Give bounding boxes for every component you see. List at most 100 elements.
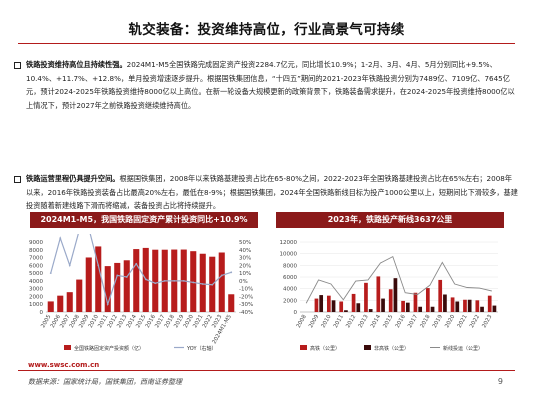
bar-non-high-speed: [467, 299, 472, 312]
bullet-lead: 铁路投资维持高位且持续性强。: [26, 60, 127, 69]
bar-non-high-speed: [393, 278, 398, 312]
y-right-tick-label: -10%: [239, 287, 253, 293]
x-tick-label: 2019: [432, 314, 444, 330]
x-tick-label: 2018: [419, 314, 431, 330]
y-tick-label: 2000: [283, 298, 297, 304]
yoy-point: [97, 264, 100, 267]
bar-high-speed: [351, 293, 356, 312]
x-tick-label: 2008: [296, 314, 308, 330]
legend-label-total: 新线投运（公里）: [443, 345, 483, 352]
x-tick-label: 2013: [358, 314, 370, 330]
bar-investment: [95, 246, 102, 312]
bar-investment: [199, 253, 206, 312]
x-tick-label: 2010: [320, 314, 332, 330]
investment-chart: 0100020003000400050006000700080009000-40…: [29, 234, 253, 352]
bar-high-speed: [388, 289, 393, 312]
yoy-point: [116, 274, 119, 277]
bar-non-high-speed: [344, 310, 348, 312]
source-note: 数据来源：国家统计局，国铁集团，西南证券整理: [28, 378, 182, 386]
bar-investment: [85, 257, 92, 312]
bar-high-speed: [425, 288, 430, 312]
legend-swatch-high-speed: [300, 345, 307, 350]
y-tick-label: 8000: [283, 263, 297, 269]
legend-label-investment: 全国铁路固定资产投资额（亿）: [74, 345, 144, 352]
x-tick-label: 2017: [407, 314, 419, 330]
chart-right-header: 2023年，铁路投产新线3637公里: [276, 212, 504, 228]
yoy-point: [154, 282, 157, 285]
x-tick-label: 2014: [370, 314, 382, 330]
y-left-tick-label: 7000: [29, 256, 43, 262]
chart-left-header: 2024M1-M5，我国铁路固定资产累计投资同比+10.9%: [30, 212, 258, 228]
y-right-tick-label: 30%: [239, 256, 251, 262]
bar-high-speed: [339, 301, 344, 312]
x-tick-label: 2009: [308, 314, 320, 330]
x-tick-label: 2015: [382, 314, 394, 330]
bar-non-high-speed: [405, 302, 410, 312]
bar-high-speed: [475, 300, 480, 312]
y-right-tick-label: -20%: [239, 294, 253, 300]
yoy-point: [211, 283, 214, 286]
y-right-tick-label: 40%: [239, 248, 251, 254]
y-left-tick-label: 5000: [29, 271, 43, 277]
bar-non-high-speed: [319, 295, 324, 312]
bar-non-high-speed: [356, 303, 361, 312]
bar-non-high-speed: [443, 294, 447, 312]
y-right-tick-label: -40%: [239, 310, 253, 316]
bar-non-high-speed: [368, 309, 373, 312]
legend-label-non-high-speed: 非高铁（公里）: [374, 345, 409, 352]
bar-high-speed: [487, 295, 492, 312]
bar-high-speed: [413, 292, 418, 312]
y-tick-label: 12000: [280, 240, 298, 246]
bar-investment: [47, 301, 54, 312]
yoy-point: [135, 262, 138, 265]
y-right-tick-label: 20%: [239, 263, 251, 269]
bar-non-high-speed: [331, 300, 336, 312]
bar-high-speed: [438, 279, 443, 312]
bar-investment: [228, 294, 235, 312]
y-left-tick-label: 4000: [29, 279, 43, 285]
page-title: 轨交装备：投资维持高位，行业高景气可持续: [128, 22, 405, 38]
bullet-square-icon: [14, 62, 21, 69]
x-tick-label: 2020: [444, 314, 456, 330]
bar-investment: [104, 266, 111, 312]
y-right-tick-label: 0%: [239, 279, 248, 285]
yoy-point: [144, 278, 147, 281]
yoy-point: [182, 279, 185, 282]
x-tick-label: 2022: [469, 314, 481, 329]
yoy-point: [59, 237, 62, 240]
x-tick-label: 2023: [481, 314, 493, 330]
bar-investment: [133, 249, 140, 312]
yoy-point: [68, 264, 71, 267]
bullet-square-icon: [14, 176, 21, 183]
y-left-tick-label: 8000: [29, 248, 43, 254]
yoy-point: [163, 279, 166, 282]
bar-high-speed: [450, 297, 455, 312]
y-left-tick-label: 2000: [29, 294, 43, 300]
legend-label-yoy: YOY（右轴）: [186, 345, 217, 352]
yoy-point: [173, 279, 176, 282]
x-tick-label: 2011: [333, 314, 345, 329]
bar-investment: [66, 292, 73, 312]
y-left-tick-label: 3000: [29, 287, 43, 293]
bar-investment: [123, 260, 130, 312]
bar-high-speed: [401, 300, 405, 312]
y-left-tick-label: 0: [40, 310, 44, 316]
footer-divider: [18, 370, 515, 371]
bar-non-high-speed: [455, 301, 460, 312]
yoy-point: [220, 274, 223, 277]
bar-investment: [152, 249, 159, 312]
bar-high-speed: [314, 298, 319, 312]
bar-investment: [76, 279, 83, 312]
website-label: www.swsc.com.cn: [28, 361, 100, 369]
bar-high-speed: [364, 282, 368, 312]
bar-non-high-speed: [492, 305, 497, 312]
bar-high-speed: [376, 276, 381, 312]
new-line-total-line: [305, 255, 492, 304]
bullet-text: 2024M1-M5全国铁路完成固定资产投资2284.7亿元，同比增长10.9%；…: [26, 60, 515, 110]
x-tick-label: 2016: [395, 314, 407, 330]
bullet-text: 根据国铁集团，2008年以来铁路基建投资占比在65-80%之间，2022-202…: [26, 174, 518, 211]
bar-non-high-speed: [480, 306, 484, 312]
bullet-lead: 铁路运营里程仍具提升空间。: [26, 174, 120, 183]
legend-label-high-speed: 高铁（公里）: [310, 345, 340, 352]
bullet-investment: 铁路投资维持高位且持续性强。2024M1-M5全国铁路完成固定资产投资2284.…: [14, 58, 518, 112]
